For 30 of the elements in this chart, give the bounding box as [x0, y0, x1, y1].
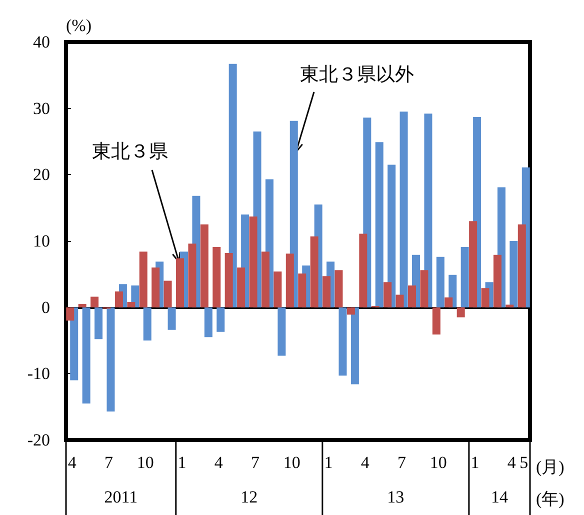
- series-label: 東北３県以外: [300, 64, 414, 86]
- x-tick-label: 4: [68, 453, 77, 472]
- y-tick-label: -20: [27, 430, 50, 450]
- x-tick-label: 4: [214, 453, 224, 472]
- y-tick-label: 40: [33, 32, 50, 52]
- y-tick-label: 20: [33, 165, 50, 184]
- text: (月): [536, 458, 564, 476]
- text: 12: [240, 488, 258, 506]
- x-tick-label: 10: [430, 453, 447, 472]
- text: 東北３県: [92, 142, 168, 162]
- x-tick-label: 1: [470, 453, 480, 472]
- y-tick-label: 0: [42, 298, 50, 317]
- x-tick-label: 5: [520, 453, 528, 472]
- text: (年): [536, 490, 564, 508]
- x-tick-label: 10: [136, 453, 154, 472]
- x-tick-label: 4: [360, 453, 370, 472]
- y-tick-label: -10: [27, 364, 50, 384]
- text: 14: [490, 488, 508, 506]
- x-tick-label: 1: [324, 453, 333, 472]
- x-tick-label: 1: [178, 453, 186, 472]
- text: 13: [387, 488, 404, 506]
- x-tick-label: 7: [251, 453, 260, 472]
- x-tick-label: 4: [507, 453, 516, 472]
- y-tick-label: 30: [33, 98, 50, 118]
- text: 2011: [104, 488, 138, 506]
- x-tick-label: 10: [283, 453, 300, 472]
- y-tick-label: 10: [33, 232, 50, 250]
- y-axis-title: (%): [66, 16, 92, 35]
- x-tick-label: 7: [104, 453, 114, 472]
- x-tick-label: 7: [398, 453, 407, 472]
